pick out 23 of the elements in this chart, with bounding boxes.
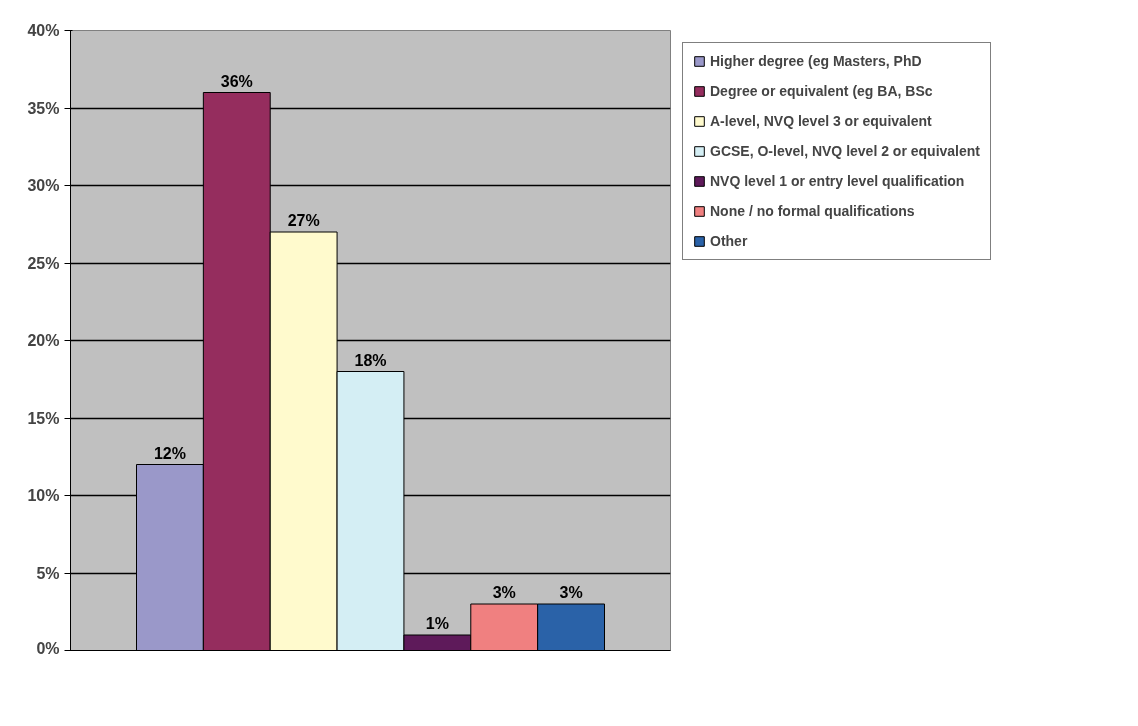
text: 18% <box>354 351 387 369</box>
y-tick-label: 30% <box>27 177 60 194</box>
y-tick-label: 40% <box>27 22 60 39</box>
text: 36% <box>220 72 253 90</box>
text: 27% <box>287 212 320 229</box>
y-tick-label: 25% <box>27 254 60 272</box>
text: 3% <box>492 584 516 601</box>
legend-label: GCSE, O-level, NVQ level 2 or equivalent <box>710 143 980 159</box>
y-tick-label: 0% <box>36 639 60 657</box>
legend-label: A-level, NVQ level 3 or equivalent <box>710 113 932 129</box>
y-tick-label: 20% <box>27 332 60 349</box>
legend-label: Higher degree (eg Masters, PhD <box>710 53 922 69</box>
text: 12% <box>153 444 186 462</box>
text: 3% <box>559 584 583 601</box>
y-tick-label: 15% <box>27 409 60 427</box>
y-tick-label: 35% <box>27 99 60 117</box>
legend-label: None / no formal qualifications <box>710 203 915 219</box>
legend-label: NVQ level 1 or entry level qualification <box>710 173 965 189</box>
y-tick-label: 5% <box>36 564 60 582</box>
legend-label: Degree or equivalent (eg BA, BSc <box>710 83 933 99</box>
y-tick-label: 10% <box>27 487 60 504</box>
legend-label: Other <box>710 233 748 249</box>
text: 1% <box>425 615 449 632</box>
